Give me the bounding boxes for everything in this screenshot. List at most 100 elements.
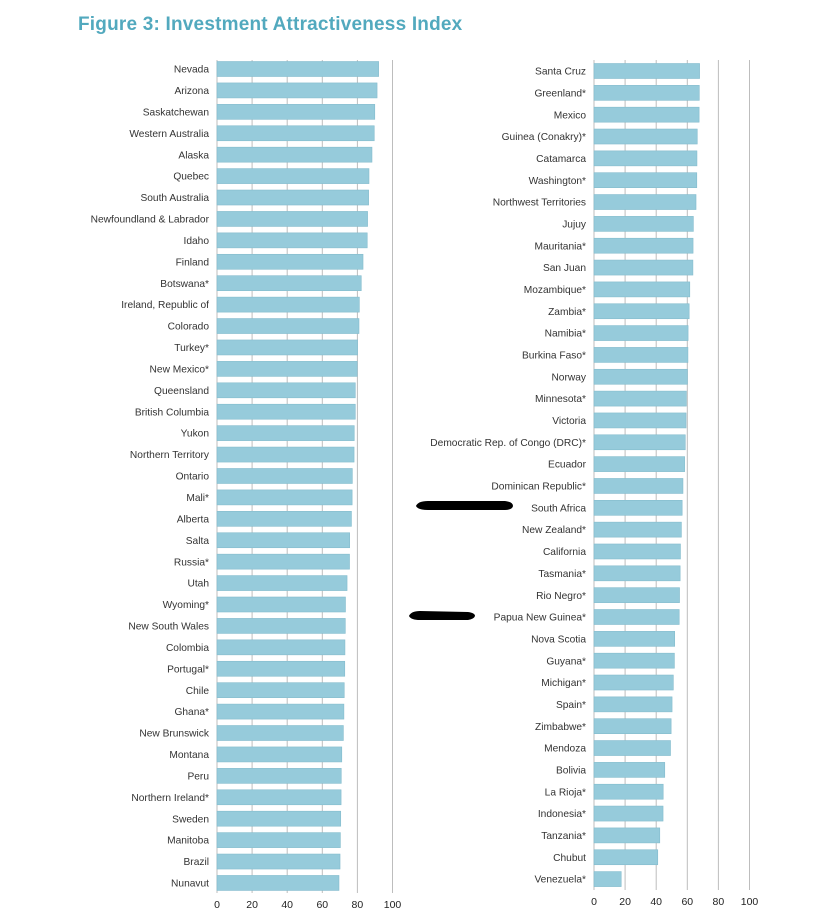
category-label: Minnesota*	[535, 394, 586, 405]
category-label: Norway	[551, 372, 586, 383]
category-label: Nova Scotia	[531, 634, 586, 645]
category-label: Idaho	[184, 236, 210, 247]
category-label: Indonesia*	[538, 809, 586, 820]
bar	[216, 810, 342, 827]
category-label: British Columbia	[135, 407, 210, 418]
bar	[593, 696, 673, 713]
category-label: Tanzania*	[541, 831, 586, 842]
bar	[216, 618, 346, 634]
bar	[216, 875, 340, 891]
category-label: Colorado	[168, 322, 210, 333]
category-label: San Juan	[543, 263, 586, 274]
bar	[216, 768, 342, 784]
category-label: Portugal*	[167, 664, 209, 675]
category-label: Finland	[176, 257, 210, 268]
x-tick-label: 40	[281, 899, 293, 911]
bar	[593, 762, 666, 778]
category-label: Greenland*	[534, 88, 586, 99]
category-label: Jujuy	[562, 219, 587, 230]
category-label: Salta	[186, 536, 210, 547]
bar	[593, 106, 700, 123]
category-label: Alberta	[177, 514, 210, 525]
bar	[593, 499, 683, 516]
bar	[216, 511, 352, 527]
category-label: Ecuador	[548, 460, 587, 471]
x-tick-label: 20	[246, 899, 258, 911]
category-label: Northern Territory	[130, 450, 210, 461]
bar	[593, 783, 664, 800]
chart-panel-left: 0 20 40 60 80 100 Nevada Arizona Saskatchewan Wes…	[91, 60, 401, 911]
bar	[216, 168, 370, 184]
bar	[216, 703, 345, 720]
category-label: Chile	[186, 686, 210, 697]
bar	[593, 172, 698, 188]
category-label: Sweden	[172, 814, 209, 825]
category-label: Nunavut	[171, 879, 209, 890]
bar	[593, 456, 685, 472]
category-label: California	[543, 547, 586, 558]
bar	[216, 318, 360, 334]
category-label: Catamarca	[536, 154, 586, 165]
bar	[593, 325, 689, 341]
category-label: Newfoundland & Labrador	[91, 215, 210, 226]
category-label: Spain*	[556, 700, 586, 711]
category-label: Nevada	[174, 65, 209, 76]
category-label: Papua New Guinea*	[494, 613, 586, 624]
category-label: Guyana*	[546, 656, 586, 667]
bar	[593, 63, 700, 79]
bar	[593, 609, 680, 625]
category-label: Alaska	[178, 150, 209, 161]
category-label: Colombia	[166, 643, 209, 654]
category-label: Dominican Republic*	[491, 482, 586, 493]
category-label: New Brunswick	[139, 729, 210, 740]
bar	[216, 682, 345, 698]
bar	[216, 125, 375, 142]
bar	[216, 639, 346, 656]
category-label: Botswana*	[160, 279, 209, 290]
category-label: New South Wales	[128, 622, 209, 633]
bar	[216, 232, 368, 249]
bar	[593, 281, 691, 298]
category-label: Mozambique*	[524, 285, 586, 296]
x-tick-label: 80	[352, 899, 364, 911]
bar	[216, 789, 342, 806]
category-label: Quebec	[173, 172, 209, 183]
bar	[593, 412, 687, 429]
category-label: South Australia	[140, 193, 209, 204]
category-label: Victoria	[552, 416, 586, 427]
bar	[216, 425, 355, 441]
bar	[593, 150, 698, 167]
bar	[216, 189, 369, 206]
bar	[216, 468, 353, 484]
bar	[216, 275, 362, 292]
redaction-mark	[416, 501, 513, 510]
category-label: Chubut	[553, 853, 586, 864]
bar	[216, 296, 360, 313]
bar	[216, 660, 346, 677]
bar	[216, 725, 344, 741]
bar	[593, 259, 694, 276]
bar	[593, 740, 671, 756]
bar	[216, 575, 348, 591]
bar	[593, 478, 684, 494]
bar	[593, 631, 676, 647]
bar	[216, 82, 378, 99]
bar	[216, 253, 364, 270]
bar	[593, 128, 698, 145]
bar	[593, 85, 700, 101]
x-tick-label: 100	[741, 896, 759, 908]
category-label: Venezuela*	[534, 875, 586, 886]
category-label: South Africa	[531, 503, 586, 514]
category-label: Bolivia	[556, 765, 586, 776]
category-label: Michigan*	[541, 678, 586, 689]
category-label: Northwest Territories	[493, 198, 586, 209]
bar	[216, 853, 341, 870]
category-label: Burkina Faso*	[522, 351, 586, 362]
category-label: Northern Ireland*	[131, 793, 209, 804]
bar	[593, 303, 690, 320]
category-label: Queensland	[154, 386, 209, 397]
bar	[593, 674, 674, 691]
bar	[593, 216, 694, 232]
redaction-mark	[409, 611, 475, 620]
x-tick-label: 0	[214, 899, 220, 911]
